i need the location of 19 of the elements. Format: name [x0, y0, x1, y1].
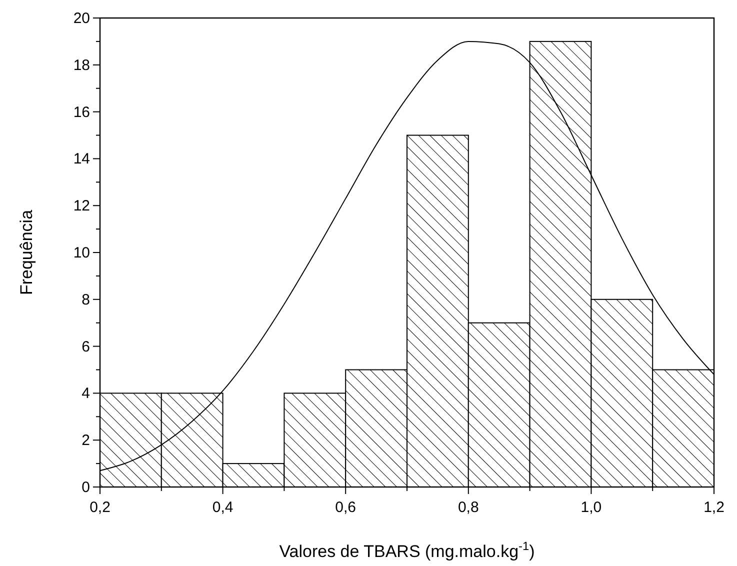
x-axis-title: Valores de TBARS (mg.malo.kg$^{-1}$) — [279, 539, 535, 561]
y-tick-label: 4 — [82, 385, 90, 402]
x-tick-label: 0,2 — [90, 499, 110, 516]
y-tick-label: 12 — [73, 198, 90, 215]
y-tick-label: 16 — [73, 104, 90, 121]
y-axis-title: Frequência — [17, 209, 36, 296]
x-tick-label: 0,8 — [458, 499, 479, 516]
y-tick-label: 6 — [82, 338, 90, 356]
x-tick-label: 1,2 — [704, 499, 724, 516]
y-tick-label: 8 — [82, 291, 90, 308]
x-tick-label: 1,0 — [580, 499, 602, 516]
y-tick-label: 2 — [82, 432, 90, 450]
x-tick-label: 0,6 — [335, 499, 356, 516]
y-tick-label: 18 — [73, 56, 90, 74]
y-tick-label: 20 — [73, 10, 90, 27]
y-tick-label: 0 — [82, 479, 90, 496]
y-tick-label: 10 — [73, 244, 90, 262]
y-tick-label: 14 — [73, 150, 90, 168]
x-tick-label: 0,4 — [212, 499, 234, 516]
